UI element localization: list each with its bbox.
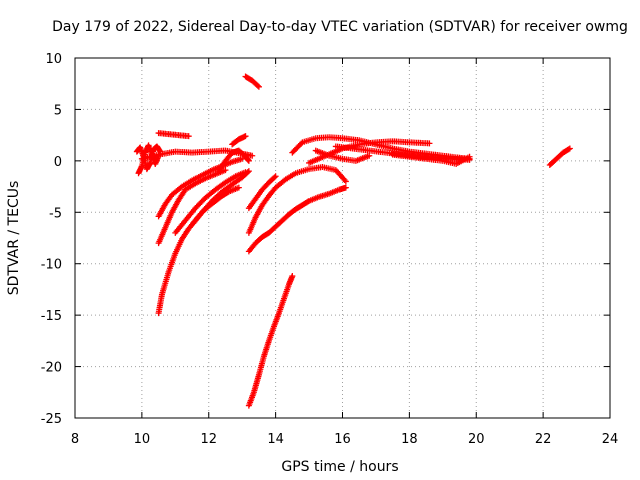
data-point — [271, 174, 278, 181]
x-tick-label: 24 — [602, 432, 619, 447]
series-arc-8 — [155, 167, 229, 247]
axes: 8 10 12 14 16 18 20 22 24 10 5 0 -5 -10 -15 -20 -25 — [41, 52, 619, 447]
y-tick-label: -15 — [41, 309, 62, 324]
x-tick-label: 16 — [334, 432, 351, 447]
data-point — [245, 157, 252, 164]
x-tick-label: 20 — [468, 432, 485, 447]
series-arc-19 — [332, 143, 473, 163]
data-point — [235, 184, 242, 191]
data-point — [466, 153, 473, 160]
data-point — [366, 152, 373, 159]
y-tick-label: -20 — [41, 361, 62, 376]
series-arc-12 — [215, 147, 252, 175]
x-tick-label: 18 — [401, 432, 418, 447]
data-point — [255, 83, 262, 90]
series-arc-13 — [245, 184, 349, 255]
series-arc-16 — [245, 273, 296, 409]
x-tick-label: 12 — [200, 432, 217, 447]
series-arc-22 — [546, 145, 573, 168]
series-arc-9 — [155, 155, 246, 220]
x-tick-label: 10 — [134, 432, 151, 447]
data-point — [242, 133, 249, 140]
data-point — [566, 145, 573, 152]
x-tick-label: 14 — [267, 432, 284, 447]
data-point — [342, 178, 349, 185]
chart-title: Day 179 of 2022, Sidereal Day-to-day VTE… — [52, 19, 628, 35]
grid-lines — [75, 58, 610, 418]
series-arc-3 — [155, 130, 192, 140]
x-tick-label: 22 — [535, 432, 552, 447]
y-tick-label: 10 — [45, 52, 62, 67]
series-arc-14 — [245, 164, 349, 236]
y-tick-label: -25 — [41, 412, 62, 427]
data-point — [185, 133, 192, 140]
series-arc-15 — [245, 173, 279, 212]
y-axis-label: SDTVAR / TECUs — [6, 181, 22, 296]
x-axis-label: GPS time / hours — [281, 459, 398, 475]
y-tick-label: 5 — [54, 103, 62, 118]
data-point — [272, 173, 279, 180]
x-tick-label: 8 — [71, 432, 79, 447]
data-point — [298, 140, 305, 147]
plot-data — [133, 73, 573, 409]
data-point — [254, 82, 261, 89]
y-tick-label: -10 — [41, 258, 62, 273]
data-point — [426, 140, 433, 147]
series-arc-11 — [189, 168, 252, 228]
data-point — [245, 168, 252, 175]
data-point — [342, 184, 349, 191]
y-tick-label: 0 — [54, 155, 62, 170]
series-arc-20 — [312, 147, 373, 164]
data-point — [249, 152, 256, 159]
data-point — [222, 167, 229, 174]
data-point — [239, 155, 246, 162]
series-arc-5 — [242, 73, 262, 90]
y-tick-label: -5 — [49, 206, 62, 221]
data-point — [244, 169, 251, 176]
series-arc-6 — [229, 133, 249, 148]
data-point — [565, 146, 572, 153]
series-arc-21 — [389, 151, 473, 167]
data-point — [289, 273, 296, 280]
